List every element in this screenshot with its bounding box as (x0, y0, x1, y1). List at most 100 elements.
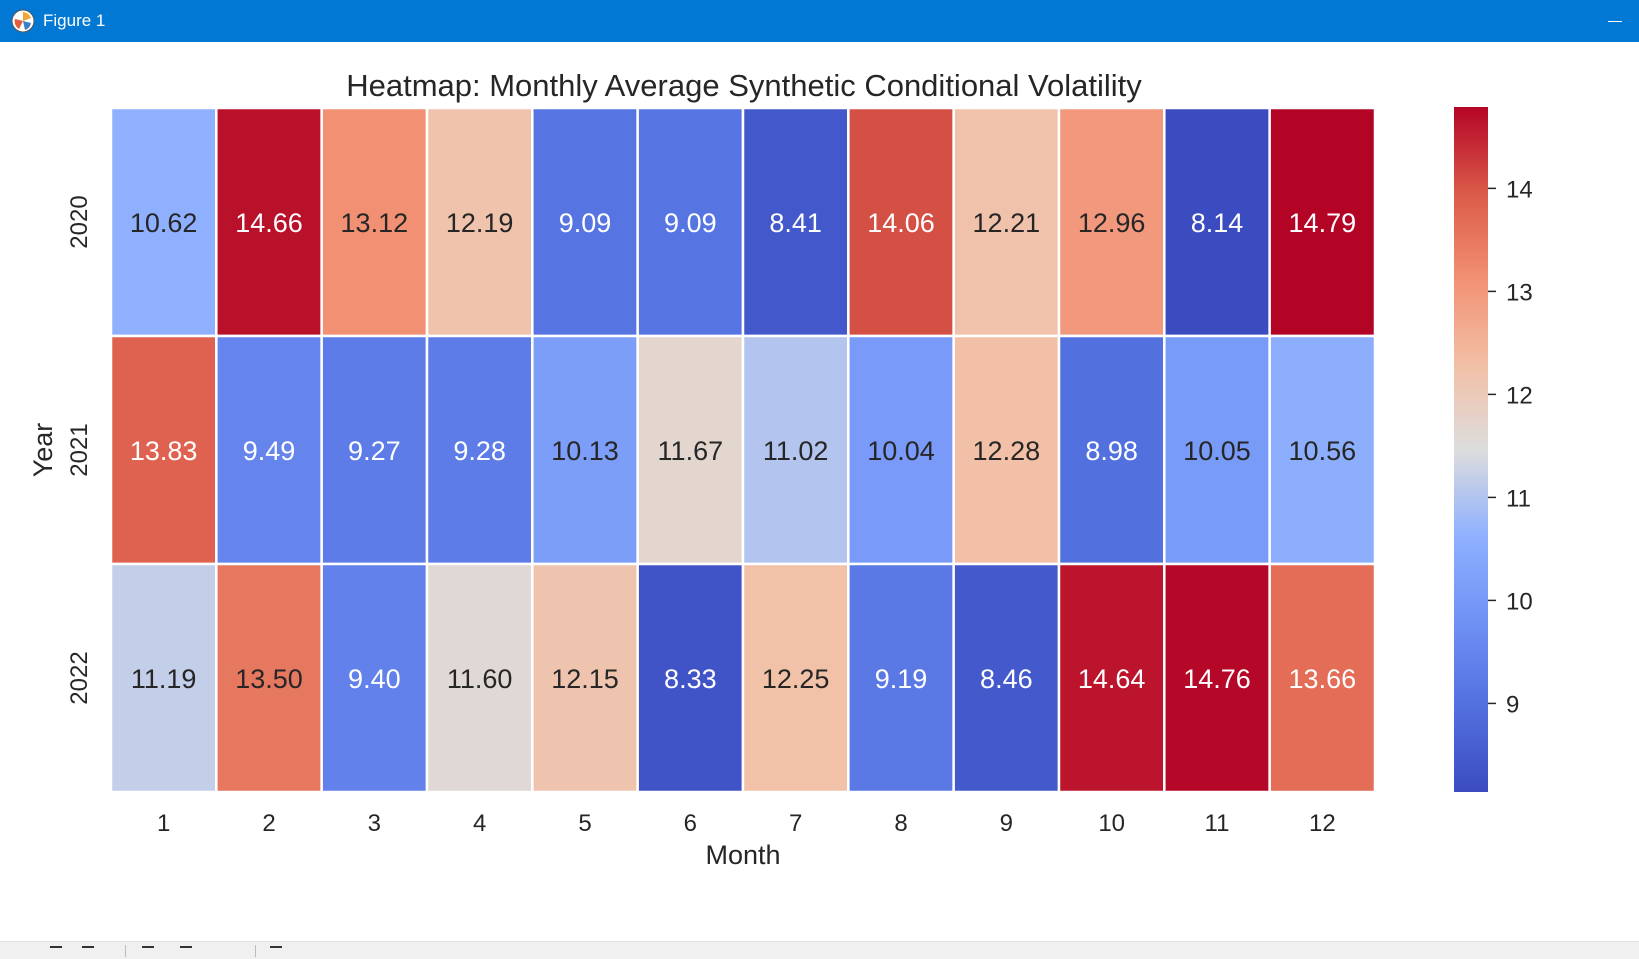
cell-value-label: 14.06 (867, 208, 935, 238)
heatmap-cell (531, 334, 639, 566)
cell-value-label: 9.40 (348, 664, 401, 694)
save-icon[interactable] (270, 946, 282, 958)
heatmap-cell (1163, 562, 1271, 794)
heatmap-cell (1057, 106, 1166, 338)
cell-value-label: 14.64 (1078, 664, 1146, 694)
x-tick-label: 1 (157, 810, 170, 837)
figure-canvas: Heatmap: Monthly Average Synthetic Condi… (0, 42, 1639, 941)
x-axis-label: Month (705, 840, 780, 870)
minimize-button[interactable] (1593, 0, 1639, 42)
heatmap-cell (1163, 334, 1271, 566)
x-tick-label: 2 (262, 810, 275, 837)
colorbar-tick-label: 11 (1506, 485, 1531, 512)
cell-value-label: 8.14 (1191, 208, 1244, 238)
cell-value-label: 11.19 (131, 664, 197, 694)
cell-value-label: 13.66 (1289, 664, 1357, 694)
zoom-icon[interactable] (180, 946, 192, 958)
cell-value-label: 13.50 (235, 664, 303, 694)
x-tick-label: 9 (1000, 810, 1013, 837)
x-tick-label: 3 (368, 810, 381, 837)
y-tick-label: 2022 (66, 651, 93, 704)
cell-value-label: 12.25 (762, 664, 830, 694)
heatmap-cell (952, 562, 1061, 794)
cell-value-label: 13.83 (130, 436, 198, 466)
cell-value-label: 10.56 (1289, 436, 1357, 466)
cell-value-label: 10.05 (1183, 436, 1251, 466)
heatmap-cell (215, 562, 323, 794)
forward-icon[interactable] (82, 946, 94, 958)
y-tick-label: 2021 (66, 423, 93, 476)
cell-value-label: 14.79 (1289, 208, 1357, 238)
cell-value-label: 12.15 (551, 664, 619, 694)
heatmap-cell (636, 562, 745, 794)
y-tick-label: 2020 (66, 195, 93, 248)
heatmap-cell (215, 106, 323, 338)
cell-value-label: 12.96 (1078, 208, 1146, 238)
cell-value-label: 11.67 (658, 436, 724, 466)
heatmap-cell (215, 334, 323, 566)
cell-value-label: 14.66 (235, 208, 303, 238)
heatmap-cell (636, 334, 745, 566)
x-tick-label: 12 (1309, 810, 1336, 837)
x-tick-label: 5 (578, 810, 591, 837)
x-tick-label: 6 (684, 810, 697, 837)
cell-value-label: 8.46 (980, 664, 1033, 694)
heatmap-cell (320, 106, 429, 338)
window-titlebar: Figure 1 (0, 0, 1639, 42)
toolbar-separator (125, 945, 126, 957)
heatmap-cell (1268, 334, 1377, 566)
cell-value-label: 11.60 (447, 664, 513, 694)
heatmap-cell (425, 334, 534, 566)
cell-value-label: 9.09 (559, 208, 612, 238)
heatmap-chart: Heatmap: Monthly Average Synthetic Condi… (28, 68, 1533, 870)
heatmap-cell (1268, 562, 1377, 794)
colorbar-tick-label: 14 (1506, 176, 1533, 203)
chart-title: Heatmap: Monthly Average Synthetic Condi… (346, 68, 1142, 103)
cell-value-label: 9.28 (453, 436, 506, 466)
cell-value-label: 8.41 (769, 208, 822, 238)
cell-value-label: 12.21 (973, 208, 1041, 238)
colorbar-tick-label: 13 (1506, 279, 1533, 306)
cell-value-label: 10.62 (130, 208, 198, 238)
toolbar-separator (255, 945, 256, 957)
cell-value-label: 12.28 (973, 436, 1041, 466)
pan-icon[interactable] (142, 946, 154, 958)
window-title: Figure 1 (43, 11, 106, 30)
colorbar-tick-label: 10 (1506, 588, 1533, 615)
x-tick-label: 10 (1098, 810, 1125, 837)
x-tick-label: 8 (894, 810, 907, 837)
cell-value-label: 9.19 (875, 664, 928, 694)
cell-value-label: 9.09 (664, 208, 717, 238)
cell-value-label: 12.19 (446, 208, 514, 238)
heatmap-cell (741, 334, 850, 566)
heatmap-cell (531, 562, 639, 794)
colorbar-tick-label: 12 (1506, 382, 1533, 409)
heatmap-cell (320, 334, 429, 566)
heatmap-cell (1268, 106, 1377, 338)
x-tick-label: 11 (1205, 810, 1230, 837)
cell-value-label: 8.33 (664, 664, 717, 694)
back-icon[interactable] (50, 946, 62, 958)
heatmap-cell (109, 334, 218, 566)
cell-value-label: 13.12 (341, 208, 409, 238)
matplotlib-logo-icon (11, 9, 35, 33)
heatmap-cell (952, 106, 1061, 338)
cell-value-label: 9.49 (243, 436, 296, 466)
x-tick-label: 7 (789, 810, 802, 837)
cell-value-label: 11.02 (763, 436, 829, 466)
heatmap-cell (847, 106, 955, 338)
cell-value-label: 14.76 (1183, 664, 1251, 694)
heatmap-cell (1057, 334, 1166, 566)
heatmap-cell (741, 562, 850, 794)
x-tick-label: 4 (473, 810, 486, 837)
colorbar (1454, 107, 1488, 792)
colorbar-tick-label: 9 (1506, 691, 1519, 718)
heatmap-cell (952, 334, 1061, 566)
navigation-toolbar (0, 941, 1639, 959)
heatmap-cell (109, 106, 218, 338)
cell-value-label: 10.13 (551, 436, 619, 466)
cell-value-label: 8.98 (1085, 436, 1138, 466)
cell-value-label: 9.27 (348, 436, 401, 466)
y-axis-label: Year (28, 423, 58, 478)
cell-value-label: 10.04 (867, 436, 935, 466)
